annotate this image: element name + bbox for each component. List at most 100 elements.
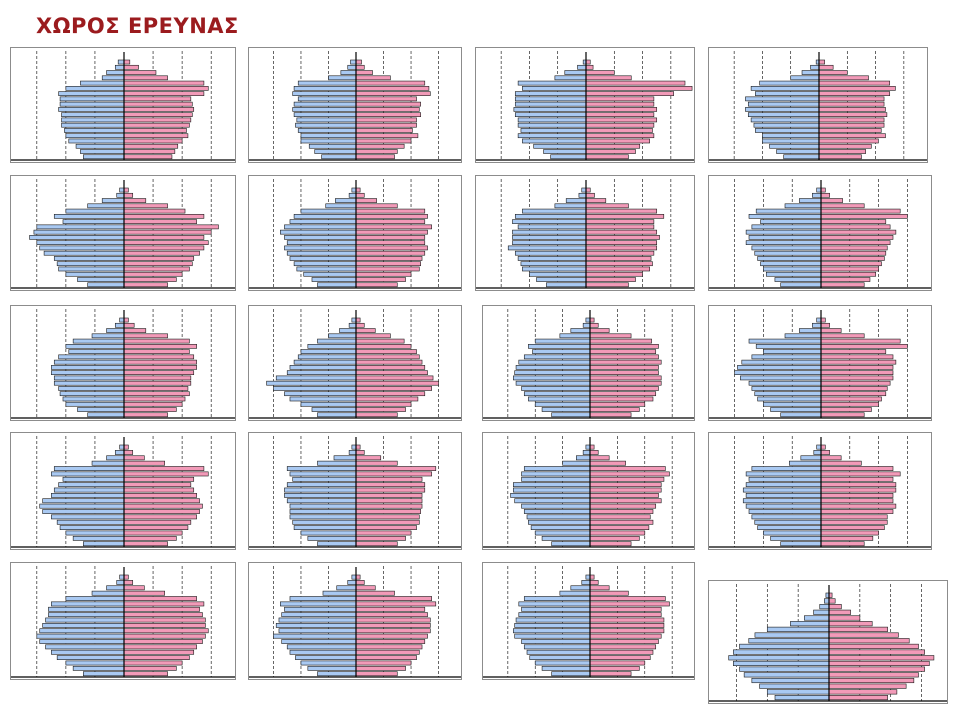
- female-bar: [820, 229, 897, 235]
- female-bar: [123, 338, 190, 344]
- male-bar: [541, 407, 591, 412]
- male-bar: [739, 666, 830, 672]
- female-bar: [355, 671, 398, 677]
- male-bar: [562, 460, 591, 466]
- female-bar: [123, 70, 157, 75]
- male-bar: [292, 107, 357, 112]
- male-bar: [300, 401, 357, 407]
- female-bar: [123, 623, 206, 628]
- female-bar: [589, 466, 666, 471]
- female-bar: [355, 375, 434, 381]
- male-bar: [812, 322, 822, 328]
- male-bar: [300, 530, 357, 536]
- female-bar: [585, 70, 615, 75]
- female-bar: [585, 256, 652, 261]
- male-bar: [748, 509, 822, 514]
- male-bar: [728, 655, 830, 661]
- male-bar: [340, 70, 357, 75]
- male-bar: [733, 649, 830, 655]
- male-bar: [551, 412, 591, 418]
- female-bar: [589, 401, 646, 407]
- male-bar: [59, 391, 125, 397]
- pyramid-panel: [10, 175, 236, 291]
- female-bar: [355, 391, 426, 397]
- male-bar: [747, 112, 820, 117]
- female-bar: [355, 649, 420, 655]
- female-bar: [355, 117, 417, 123]
- male-bar: [541, 665, 591, 671]
- female-bar: [820, 498, 894, 504]
- male-bar: [745, 503, 822, 509]
- male-bar: [513, 487, 591, 493]
- female-bar: [123, 633, 206, 639]
- female-bar: [123, 75, 168, 81]
- male-bar: [755, 128, 820, 133]
- female-bar: [589, 601, 670, 607]
- female-bar: [589, 455, 610, 461]
- pyramid-panel: [708, 175, 932, 291]
- female-bar: [355, 75, 391, 81]
- female-bar: [589, 671, 632, 677]
- male-bar: [351, 187, 357, 193]
- female-bar: [355, 396, 419, 402]
- female-bar: [355, 59, 362, 65]
- male-bar: [80, 80, 125, 86]
- male-bar: [273, 386, 357, 391]
- female-bar: [820, 466, 894, 471]
- male-bar: [790, 621, 830, 627]
- female-bar: [123, 482, 192, 488]
- male-bar: [522, 138, 587, 144]
- male-bar: [59, 96, 125, 102]
- female-bar: [585, 240, 658, 245]
- male-bar: [351, 574, 357, 580]
- male-bar: [800, 455, 822, 461]
- female-bar: [355, 541, 398, 547]
- male-bar: [87, 282, 125, 288]
- female-bar: [828, 621, 873, 627]
- female-bar: [355, 444, 361, 450]
- female-bar: [123, 455, 145, 461]
- female-bar: [355, 628, 431, 634]
- female-bar: [123, 282, 168, 288]
- female-bar: [585, 261, 653, 267]
- female-bar: [123, 519, 192, 525]
- male-bar: [295, 122, 357, 128]
- male-bar: [514, 498, 591, 504]
- male-bar: [766, 626, 830, 632]
- male-bar: [101, 75, 125, 81]
- female-bar: [355, 256, 423, 261]
- male-bar: [65, 133, 125, 139]
- female-bar: [123, 235, 205, 240]
- female-bar: [828, 683, 907, 689]
- male-bar: [336, 585, 357, 591]
- male-bar: [748, 235, 822, 240]
- male-bar: [284, 224, 357, 230]
- male-bar: [292, 91, 357, 96]
- female-bar: [589, 623, 665, 628]
- male-bar: [522, 266, 587, 272]
- female-bar: [355, 380, 439, 386]
- male-bar: [59, 525, 125, 530]
- male-bar: [783, 154, 820, 160]
- male-bar: [514, 623, 591, 628]
- male-bar: [300, 138, 357, 144]
- male-bar: [80, 149, 125, 154]
- female-bar: [355, 86, 430, 91]
- male-bar: [286, 498, 357, 504]
- male-bar: [53, 359, 125, 365]
- male-bar: [559, 333, 591, 339]
- female-bar: [355, 370, 428, 375]
- female-bar: [820, 471, 901, 477]
- female-bar: [123, 450, 134, 455]
- male-bar: [751, 354, 822, 360]
- female-bar: [828, 609, 851, 615]
- male-bar: [61, 112, 125, 117]
- female-bar: [123, 122, 190, 128]
- female-bar: [123, 407, 177, 412]
- female-bar: [355, 482, 426, 488]
- population-pyramid-chart: [249, 51, 461, 161]
- pyramid-panel: [10, 305, 236, 421]
- female-bar: [355, 70, 373, 75]
- female-bar: [355, 349, 417, 354]
- female-bar: [828, 643, 919, 649]
